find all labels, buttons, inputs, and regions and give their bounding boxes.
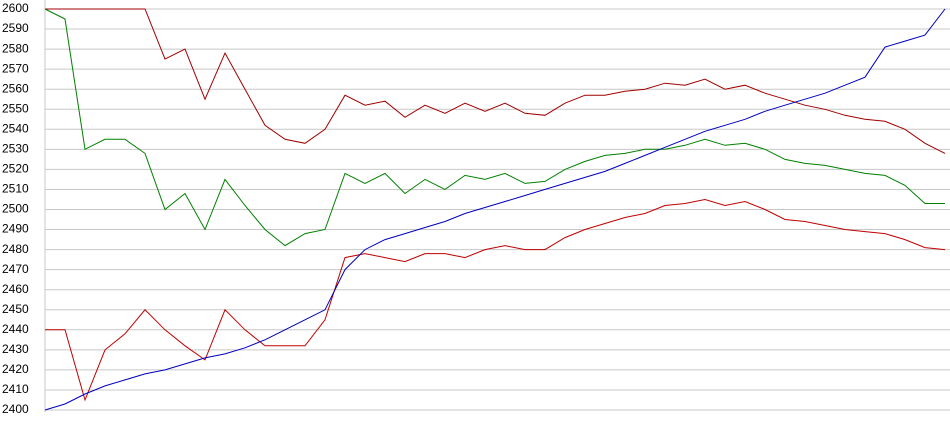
y-tick-label: 2410 <box>2 382 29 396</box>
y-tick-label: 2450 <box>2 302 29 316</box>
series-line <box>44 8 946 411</box>
y-tick-label: 2550 <box>2 101 29 115</box>
y-tick-label: 2590 <box>2 21 29 35</box>
y-tick-label: 2520 <box>2 162 29 176</box>
y-tick-label: 2500 <box>2 202 29 216</box>
y-tick-label: 2470 <box>2 262 29 276</box>
y-tick-label: 2510 <box>2 182 29 196</box>
y-tick-label: 2530 <box>2 142 29 156</box>
y-tick-label: 2480 <box>2 242 29 256</box>
y-tick-label: 2540 <box>2 121 29 135</box>
y-tick-label: 2570 <box>2 61 29 75</box>
y-tick-label: 2490 <box>2 222 29 236</box>
series-line <box>45 198 946 402</box>
y-tick-label: 2580 <box>2 41 29 55</box>
y-tick-label: 2560 <box>2 81 29 95</box>
series-line <box>44 8 945 247</box>
y-tick-label: 2460 <box>2 282 29 296</box>
y-tick-label: 2440 <box>2 322 29 336</box>
y-tick-label: 2420 <box>2 362 29 376</box>
y-tick-label: 2400 <box>2 402 29 416</box>
y-tick-label: 2430 <box>2 342 29 356</box>
y-tick-label: 2600 <box>2 1 29 15</box>
